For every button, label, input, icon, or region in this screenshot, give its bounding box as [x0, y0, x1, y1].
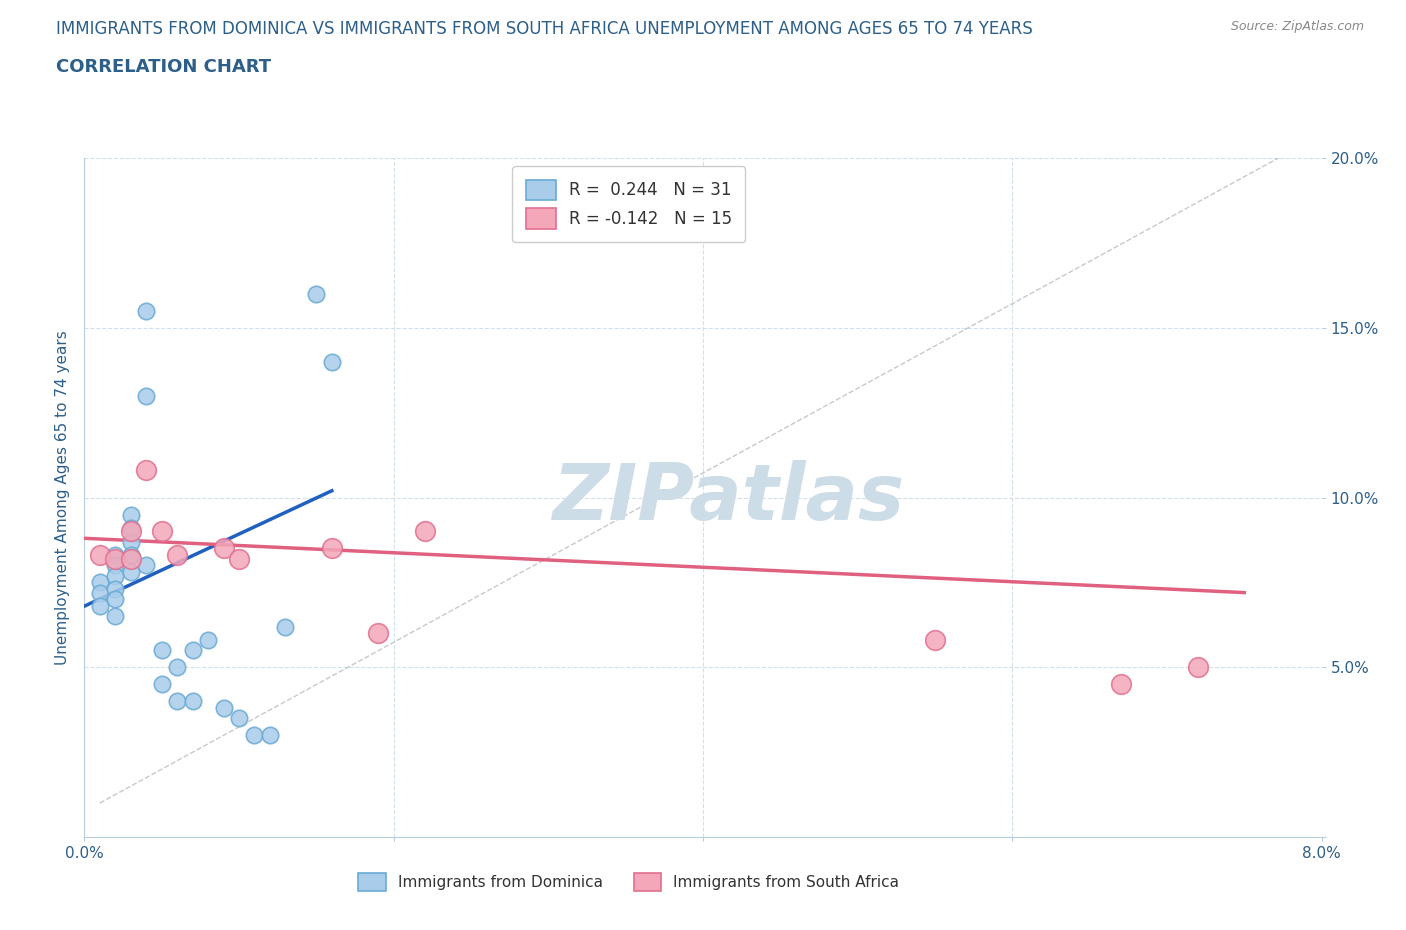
Point	[150, 525, 173, 539]
Point	[197, 632, 219, 647]
Point	[274, 619, 297, 634]
Legend: Immigrants from Dominica, Immigrants from South Africa: Immigrants from Dominica, Immigrants fro…	[352, 867, 905, 897]
Point	[104, 582, 127, 597]
Point	[120, 565, 142, 579]
Point	[120, 525, 142, 539]
Point	[104, 551, 127, 566]
Point	[135, 558, 157, 573]
Point	[150, 643, 173, 658]
Point	[166, 694, 188, 709]
Text: Source: ZipAtlas.com: Source: ZipAtlas.com	[1230, 20, 1364, 33]
Point	[1187, 660, 1209, 675]
Point	[120, 507, 142, 522]
Point	[166, 548, 188, 563]
Point	[120, 534, 142, 549]
Point	[243, 727, 266, 742]
Point	[150, 677, 173, 692]
Point	[120, 551, 142, 566]
Point	[212, 700, 235, 715]
Point	[924, 632, 946, 647]
Point	[89, 599, 111, 614]
Point	[135, 303, 157, 318]
Point	[89, 585, 111, 600]
Point	[1109, 677, 1132, 692]
Point	[305, 286, 328, 301]
Point	[181, 694, 204, 709]
Point	[259, 727, 281, 742]
Point	[89, 548, 111, 563]
Point	[135, 389, 157, 404]
Point	[413, 525, 436, 539]
Point	[104, 592, 127, 607]
Point	[228, 711, 250, 725]
Point	[89, 575, 111, 590]
Point	[321, 541, 343, 556]
Point	[135, 463, 157, 478]
Point	[104, 609, 127, 624]
Text: CORRELATION CHART: CORRELATION CHART	[56, 58, 271, 75]
Point	[120, 548, 142, 563]
Point	[104, 548, 127, 563]
Point	[212, 541, 235, 556]
Point	[104, 568, 127, 583]
Text: IMMIGRANTS FROM DOMINICA VS IMMIGRANTS FROM SOUTH AFRICA UNEMPLOYMENT AMONG AGES: IMMIGRANTS FROM DOMINICA VS IMMIGRANTS F…	[56, 20, 1033, 38]
Text: ZIPatlas: ZIPatlas	[551, 459, 904, 536]
Point	[321, 354, 343, 369]
Point	[166, 660, 188, 675]
Point	[181, 643, 204, 658]
Y-axis label: Unemployment Among Ages 65 to 74 years: Unemployment Among Ages 65 to 74 years	[55, 330, 70, 665]
Point	[367, 626, 389, 641]
Point	[120, 521, 142, 536]
Point	[228, 551, 250, 566]
Point	[104, 558, 127, 573]
